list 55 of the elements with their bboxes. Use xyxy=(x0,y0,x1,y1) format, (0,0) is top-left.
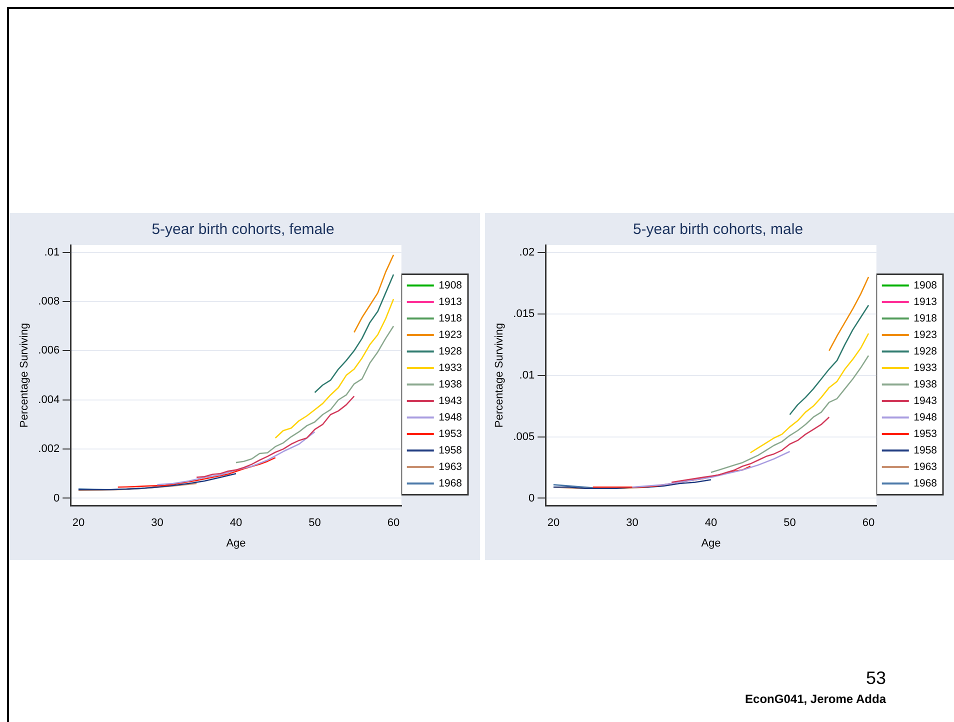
y-tick-label: .002 xyxy=(38,443,60,456)
x-tick-label: 30 xyxy=(151,517,164,530)
legend-label: 1928 xyxy=(438,345,462,358)
y-tick-label: 0 xyxy=(528,492,535,504)
legend-label: 1933 xyxy=(438,362,462,374)
legend-label: 1968 xyxy=(438,477,462,490)
x-tick-label: 20 xyxy=(72,517,85,530)
legend-label: 1963 xyxy=(438,460,462,473)
y-tick-label: .004 xyxy=(38,394,60,406)
x-tick-label: 40 xyxy=(704,517,718,530)
y-axis-title: Percentage Surviving xyxy=(494,323,506,428)
x-tick-label: 50 xyxy=(308,517,321,530)
legend-label: 1918 xyxy=(914,312,938,324)
legend-label: 1953 xyxy=(438,428,462,440)
text: 53 xyxy=(864,668,886,689)
legend-label: 1938 xyxy=(438,378,462,390)
legend-label: 1918 xyxy=(438,312,462,324)
legend-label: 1913 xyxy=(438,296,462,308)
legend-label: 1943 xyxy=(914,394,938,407)
legend-label: 1948 xyxy=(914,411,938,424)
legend-label: 1948 xyxy=(438,411,462,424)
chart-title: 5-year birth cohorts, female xyxy=(152,221,334,238)
legend-label: 1923 xyxy=(438,328,462,341)
y-tick-label: .01 xyxy=(44,246,60,258)
x-tick-label: 40 xyxy=(230,517,242,530)
x-tick-label: 60 xyxy=(387,517,400,530)
x-axis-title: Age xyxy=(701,537,721,550)
legend-label: 1938 xyxy=(914,378,938,390)
y-tick-label: .006 xyxy=(38,344,60,357)
legend-label: 1963 xyxy=(914,460,938,473)
legend-label: 1958 xyxy=(438,444,462,456)
legend-label: 1923 xyxy=(914,328,938,341)
legend-label: 1913 xyxy=(914,296,938,308)
y-tick-label: .02 xyxy=(519,246,535,258)
y-tick-label: .008 xyxy=(38,296,60,308)
legend-label: 1908 xyxy=(438,279,462,292)
y-tick-label: .01 xyxy=(519,369,535,382)
y-tick-label: .015 xyxy=(513,308,535,320)
legend-label: 1953 xyxy=(914,428,938,440)
chart-title: 5-year birth cohorts, male xyxy=(632,221,804,238)
x-tick-label: 60 xyxy=(862,517,875,530)
y-tick-label: .005 xyxy=(513,430,535,443)
legend-label: 1933 xyxy=(914,362,938,374)
legend-label: 1908 xyxy=(914,279,938,292)
x-axis-title: Age xyxy=(226,537,246,550)
legend-label: 1928 xyxy=(914,345,938,358)
legend-label: 1958 xyxy=(914,444,938,456)
text: EconG041, Jerome Adda xyxy=(745,692,886,706)
y-tick-label: 0 xyxy=(53,492,60,504)
x-tick-label: 50 xyxy=(784,517,796,530)
legend-label: 1968 xyxy=(914,477,938,490)
x-tick-label: 20 xyxy=(547,517,560,530)
x-tick-label: 30 xyxy=(626,517,638,530)
legend-label: 1943 xyxy=(438,394,462,407)
y-axis-title: Percentage Surviving xyxy=(18,323,31,428)
